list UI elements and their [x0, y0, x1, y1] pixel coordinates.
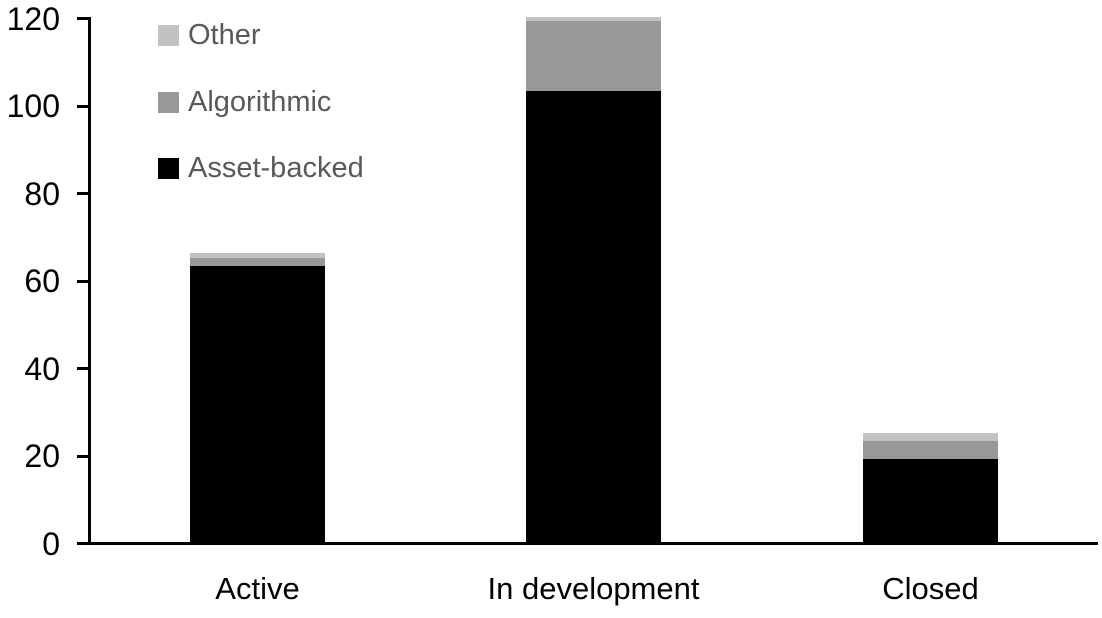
legend-label-other: Other [188, 19, 261, 51]
legend-item-asset-backed: Asset-backed [158, 154, 364, 183]
y-axis-tick-120 [77, 17, 89, 20]
bar-segment-closed-asset-backed [863, 458, 998, 542]
bar-segment-active-other [190, 253, 325, 258]
legend-label-asset-backed: Asset-backed [188, 152, 364, 184]
y-axis-tick-label-0: 0 [42, 525, 60, 562]
bar-segment-closed-algorithmic [863, 441, 998, 459]
y-axis-tick-80 [77, 192, 89, 195]
legend-swatch-asset-backed-icon [158, 158, 179, 179]
y-axis-tick-100 [77, 104, 89, 108]
y-axis-tick-label-40: 40 [24, 350, 60, 387]
bar-segment-active-algorithmic [190, 257, 325, 267]
bar-segment-in-development-algorithmic [526, 21, 661, 92]
legend-swatch-algorithmic-icon [158, 91, 179, 113]
legend-item-algorithmic: Algorithmic [158, 85, 332, 118]
y-axis-tick-40 [77, 367, 89, 370]
x-axis-label-active: Active [215, 571, 300, 606]
bar-segment-in-development-other [526, 17, 661, 22]
legend-label-algorithmic: Algorithmic [188, 85, 332, 118]
y-axis-tick-0 [77, 542, 89, 545]
y-axis-tick-label-60: 60 [24, 263, 60, 299]
y-axis-tick-label-80: 80 [24, 175, 60, 212]
y-axis-line [88, 17, 91, 545]
y-axis-tick-label-120: 120 [6, 0, 60, 37]
legend-swatch-other-icon [158, 25, 179, 46]
y-axis-tick-20 [77, 454, 89, 458]
bar-segment-closed-other [863, 432, 998, 442]
y-axis-tick-label-20: 20 [24, 438, 60, 474]
legend-item-other: Other [158, 21, 261, 50]
x-axis-label-in-development: In development [487, 571, 700, 606]
y-axis-tick-label-100: 100 [6, 88, 60, 124]
x-axis-line [88, 542, 1098, 545]
bar-segment-active-asset-backed [190, 266, 325, 542]
x-axis-label-closed: Closed [882, 571, 979, 606]
y-axis-tick-60 [77, 279, 89, 283]
bar-segment-in-development-asset-backed [526, 91, 661, 542]
